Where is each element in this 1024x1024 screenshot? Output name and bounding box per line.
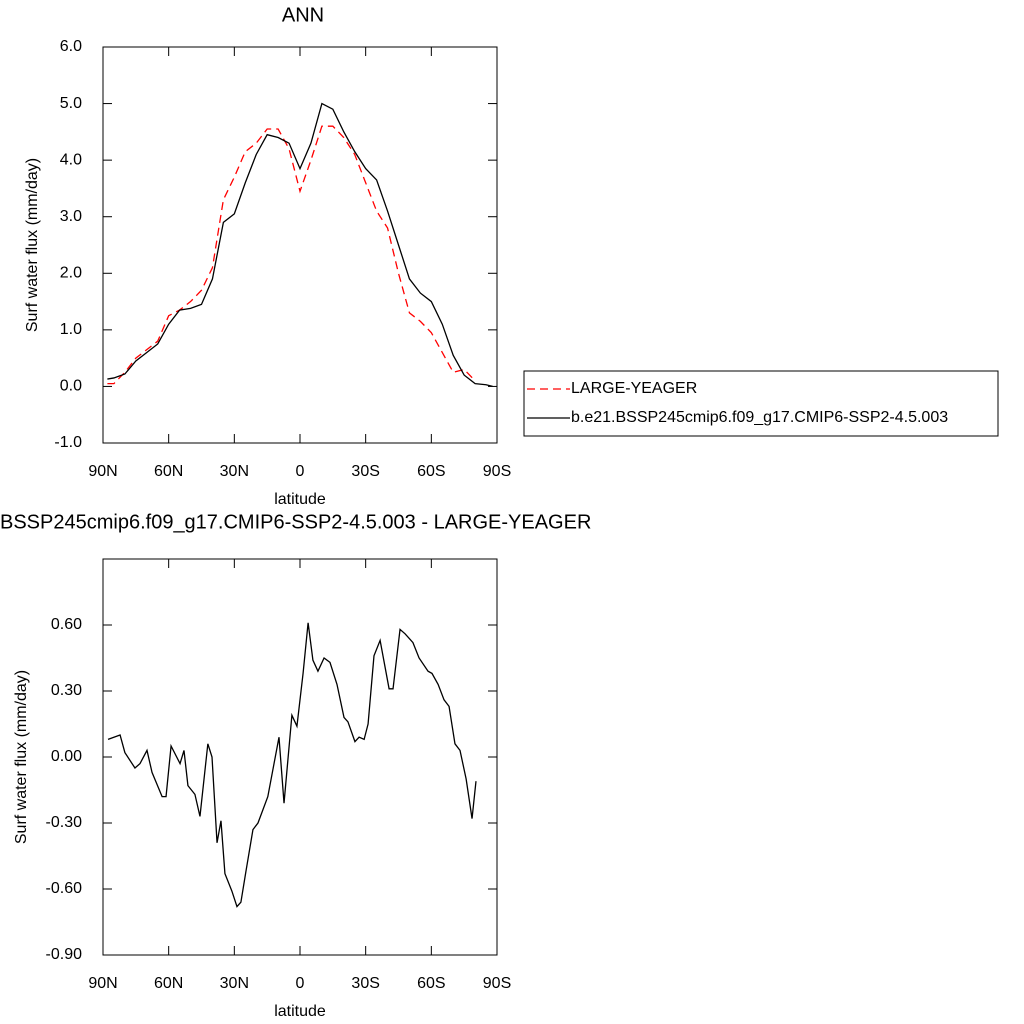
x-tick-label: 0 xyxy=(296,463,305,480)
y-tick-label: -0.30 xyxy=(46,814,83,831)
y-tick-label: 0.60 xyxy=(51,616,82,633)
y-tick-label: 6.0 xyxy=(60,38,82,55)
y-tick-label: 3.0 xyxy=(60,208,82,225)
x-tick-label: 60S xyxy=(417,463,445,480)
x-tick-label: 30N xyxy=(220,975,249,992)
data-line xyxy=(107,622,477,908)
x-axis-label: latitude xyxy=(274,1003,326,1020)
x-tick-label: 60N xyxy=(154,975,183,992)
data-line xyxy=(107,102,493,388)
legend-label: LARGE-YEAGER xyxy=(571,380,697,397)
x-tick-label: 90N xyxy=(88,463,117,480)
y-axis-label: Surf water flux (mm/day) xyxy=(24,158,41,332)
x-tick-label: 60S xyxy=(417,975,445,992)
y-tick-label: 0.00 xyxy=(51,748,82,765)
x-tick-label: 90S xyxy=(483,975,511,992)
y-axis-label: Surf water flux (mm/day) xyxy=(13,670,30,844)
data-line xyxy=(107,125,476,385)
x-tick-label: 30S xyxy=(351,463,379,480)
y-tick-label: 0.30 xyxy=(51,682,82,699)
plot-frame xyxy=(102,558,498,956)
legend-label: b.e21.BSSP245cmip6.f09_g17.CMIP6-SSP2-4.… xyxy=(571,409,948,426)
x-tick-label: 30N xyxy=(220,463,249,480)
y-tick-label: -1.0 xyxy=(54,434,82,451)
x-tick-label: 0 xyxy=(296,975,305,992)
y-tick-label: 0.0 xyxy=(60,378,82,395)
x-axis-label: latitude xyxy=(274,491,326,508)
y-tick-label: 2.0 xyxy=(60,265,82,282)
legend-box xyxy=(523,370,999,437)
y-tick-label: -0.60 xyxy=(46,880,83,897)
plot-frame xyxy=(102,46,498,444)
y-tick-label: 5.0 xyxy=(60,95,82,112)
chart-title: BSSP245cmip6.f09_g17.CMIP6-SSP2-4.5.003 … xyxy=(0,511,591,533)
x-tick-label: 90N xyxy=(88,975,117,992)
y-tick-label: 4.0 xyxy=(60,151,82,168)
y-tick-label: 1.0 xyxy=(60,321,82,338)
x-tick-label: 30S xyxy=(351,975,379,992)
x-tick-label: 60N xyxy=(154,463,183,480)
chart-title: ANN xyxy=(282,4,324,26)
y-tick-label: -0.90 xyxy=(46,946,83,963)
x-tick-label: 90S xyxy=(483,463,511,480)
